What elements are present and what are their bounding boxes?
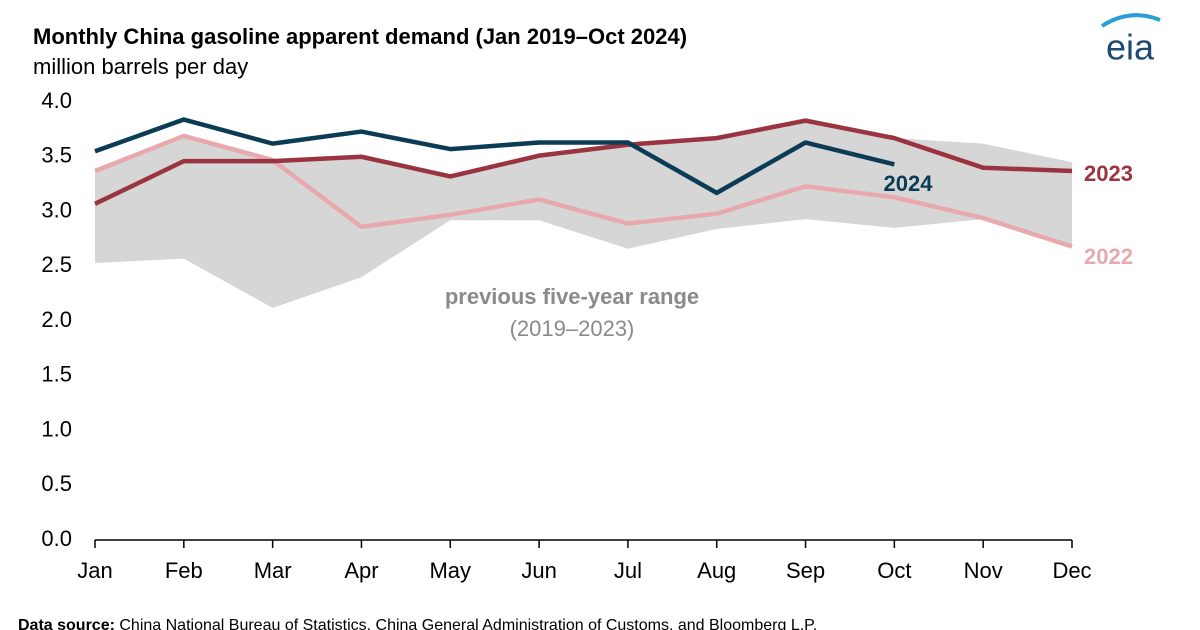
y-tick-label: 0.5	[41, 471, 72, 496]
source: Data source: China National Bureau of St…	[18, 617, 817, 630]
range-sublabel: (2019–2023)	[510, 316, 635, 341]
y-tick-label: 1.5	[41, 362, 72, 387]
logo: eia	[1106, 27, 1155, 68]
x-tick-label: Nov	[964, 558, 1003, 583]
y-tick-label: 0.0	[41, 526, 72, 551]
x-tick-label: Jul	[614, 558, 642, 583]
x-tick-label: Jun	[521, 558, 556, 583]
series-line	[94, 118, 1073, 206]
x-tick-label: May	[429, 558, 471, 583]
series-line	[94, 117, 895, 196]
y-tick-label: 4.0	[41, 88, 72, 113]
x-tick-label: Dec	[1052, 558, 1091, 583]
y-tick-label: 3.5	[41, 143, 72, 168]
y-tick-label: 2.0	[41, 307, 72, 332]
x-tick-label: Feb	[165, 558, 203, 583]
chart-subtitle: million barrels per day	[33, 54, 248, 79]
series-line	[94, 133, 1073, 249]
x-tick-label: Aug	[697, 558, 736, 583]
x-tick-label: Oct	[877, 558, 911, 583]
source-label: Data source:	[18, 617, 115, 630]
x-tick-label: Sep	[786, 558, 825, 583]
range-band	[95, 120, 1072, 308]
range-label: previous five-year range	[445, 284, 699, 309]
chart-title: Monthly China gasoline apparent demand (…	[33, 24, 687, 49]
series-label: 2022	[1084, 244, 1133, 269]
x-tick-label: Apr	[344, 558, 378, 583]
y-tick-label: 2.5	[41, 252, 72, 277]
series-label: 2023	[1084, 161, 1133, 186]
y-tick-label: 1.0	[41, 416, 72, 441]
x-tick-label: Mar	[254, 558, 292, 583]
series-label: 2024	[884, 171, 934, 196]
y-tick-label: 3.0	[41, 197, 72, 222]
source-text: China National Bureau of Statistics, Chi…	[119, 617, 817, 630]
logo-arc	[1100, 13, 1161, 28]
x-tick-label: Jan	[77, 558, 112, 583]
